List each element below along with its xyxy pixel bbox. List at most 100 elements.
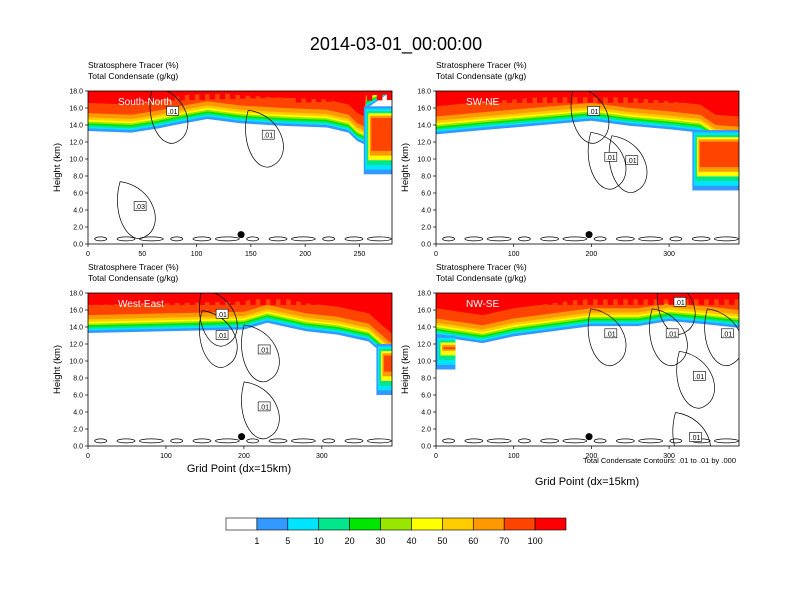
tracer-column: [582, 91, 588, 98]
contour-line: [117, 181, 156, 239]
y-tick-label: 16.0: [417, 106, 431, 113]
x-tick-label: 300: [663, 251, 675, 258]
cross-section-name: South-North: [118, 97, 172, 108]
y-tick-label: 16.0: [417, 308, 431, 315]
tracer-column: [592, 293, 599, 300]
tracer-column: [179, 293, 185, 305]
tracer-column: [346, 293, 352, 300]
contour-label-text: .01: [263, 133, 273, 140]
tracer-column: [381, 91, 388, 95]
tracer-column: [275, 91, 282, 93]
tracer-column: [587, 293, 594, 305]
tracer-column: [441, 293, 447, 300]
tracer-column: [199, 91, 206, 100]
panel-sw-ne: Stratosphere Tracer (%)Total Condensate …: [400, 60, 740, 258]
y-tick-label: 2.0: [73, 427, 83, 434]
contour-line: [656, 293, 696, 335]
y-tick-label: 6.0: [421, 393, 431, 400]
y-tick-label: 8.0: [421, 376, 431, 383]
contour-label-box: [166, 106, 179, 116]
y-tick-label: 14.0: [417, 325, 431, 332]
tracer-column: [577, 293, 583, 305]
location-marker: [585, 433, 593, 441]
tracer-column: [371, 91, 378, 95]
tracer-column: [658, 293, 664, 305]
contour-label-box: [587, 106, 601, 116]
y-tick-label: 6.0: [73, 191, 83, 198]
tracer-column: [219, 293, 226, 305]
tracer-column: [567, 91, 573, 103]
tracer-column: [728, 91, 735, 103]
y-axis-label: Height (km): [52, 345, 63, 394]
contour-label: .03: [133, 201, 147, 211]
contour-label-text: .01: [168, 109, 178, 116]
y-tick-label: 12.0: [417, 140, 431, 147]
tracer-fill: [88, 293, 392, 395]
tracer-column: [224, 91, 231, 94]
panel-south-north: Stratosphere Tracer (%)Total Condensate …: [52, 60, 398, 258]
contour-label-text: .01: [259, 347, 269, 354]
tracer-column: [184, 293, 190, 300]
tracer-column: [245, 91, 251, 93]
side-plume-band: [371, 117, 392, 151]
tracer-column: [158, 293, 165, 305]
tracer-column: [280, 91, 287, 98]
tracer-column: [713, 91, 720, 98]
low-cloud-contour: [94, 438, 108, 444]
tracer-column: [496, 293, 503, 305]
low-cloud-contour: [366, 236, 392, 242]
location-marker: [237, 231, 245, 239]
x-tick-label: 0: [86, 453, 90, 460]
tracer-column: [476, 293, 482, 305]
tracer-column: [265, 91, 271, 93]
y-tick-label: 4.0: [73, 208, 83, 215]
colorbar-swatch: [225, 517, 258, 531]
tracer-column: [461, 293, 467, 300]
low-cloud-contour: [638, 438, 663, 444]
tracer-column: [392, 91, 398, 94]
x-tick-label: 200: [238, 453, 250, 460]
tracer-column: [673, 91, 679, 98]
condensate-label: Total Condensate (g/kg): [88, 71, 178, 81]
colorbar-swatch: [503, 517, 536, 531]
y-axis-label: Height (km): [400, 143, 411, 192]
colorbar-swatch: [318, 517, 350, 531]
x-tick-label: 200: [299, 251, 311, 258]
y-tick-label: 2.0: [421, 225, 431, 232]
low-cloud-contour: [246, 236, 260, 242]
tracer-column: [552, 293, 558, 300]
low-cloud-contour: [486, 438, 512, 444]
tracer-column: [270, 91, 276, 98]
tracer-column: [118, 91, 124, 103]
tracer-column: [466, 293, 472, 305]
tracer-column: [310, 91, 317, 97]
tracer-column: [234, 293, 241, 300]
x-tick-label: 300: [316, 453, 328, 460]
tracer-column: [158, 91, 165, 101]
tracer-column: [638, 91, 644, 103]
y-tick-label: 8.0: [73, 376, 83, 383]
colorbar-swatch: [256, 517, 289, 531]
y-tick-label: 16.0: [69, 308, 83, 315]
contour-line: [672, 412, 711, 446]
tracer-column: [521, 293, 528, 300]
tracer-column: [88, 91, 94, 103]
tracer-column: [496, 91, 503, 103]
tracer-column: [285, 91, 292, 92]
page-title: 2014-03-01_00:00:00: [310, 34, 482, 55]
tracer-column: [612, 91, 619, 98]
tracer-column: [93, 293, 99, 300]
tracer-band-1: [88, 293, 392, 344]
tracer-column: [336, 293, 342, 300]
tracer-column: [481, 91, 487, 98]
tracer-column: [617, 293, 624, 305]
low-cloud-contour: [562, 236, 588, 242]
low-cloud-contour: [593, 438, 607, 444]
condensate-label: Total Condensate (g/kg): [436, 273, 526, 283]
tracer-column: [174, 91, 180, 95]
tracer-column: [587, 91, 594, 103]
low-cloud-contour: [442, 236, 455, 242]
tracer-column: [275, 293, 282, 300]
tracer-column: [678, 91, 684, 103]
tracer-column: [295, 293, 302, 300]
